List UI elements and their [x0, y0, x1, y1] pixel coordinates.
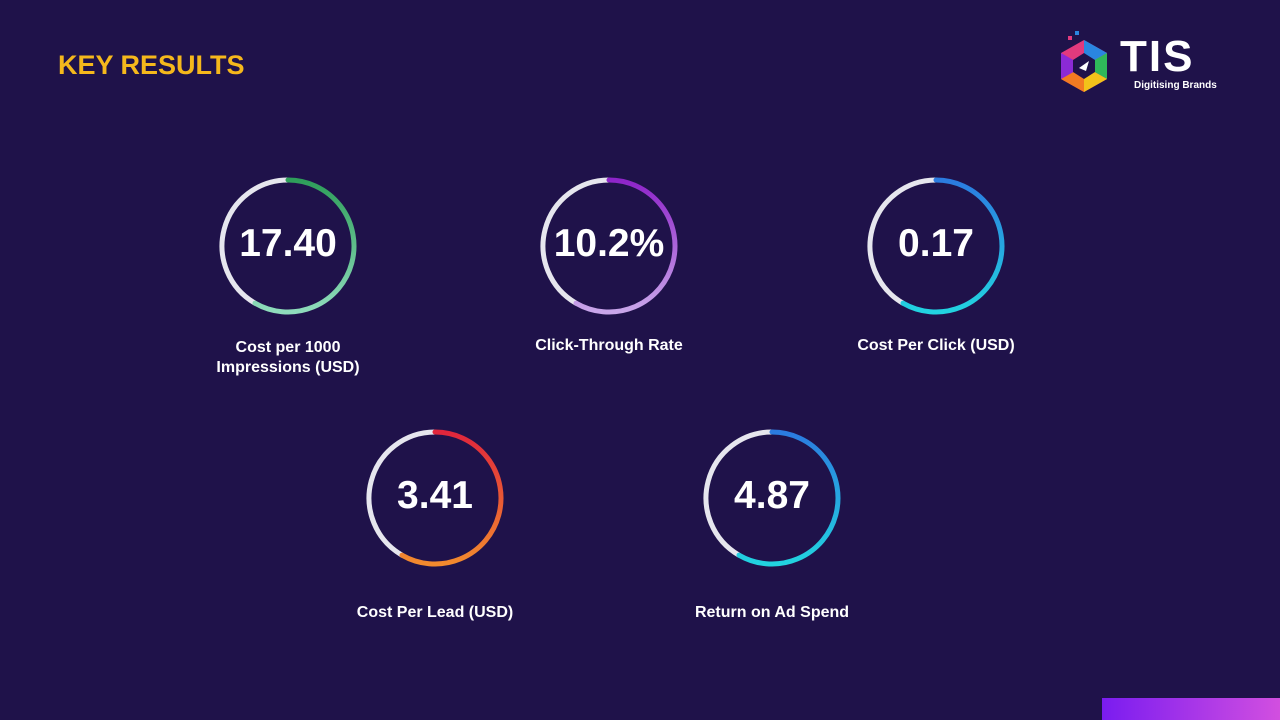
ring-track: [703, 429, 775, 558]
logo-tagline: Digitising Brands: [1134, 80, 1217, 91]
ring-track: [867, 177, 939, 306]
corner-bar: [1102, 698, 1280, 720]
metric-value: 17.40: [239, 222, 337, 265]
ring-track: [219, 177, 291, 306]
ring-arc: [399, 429, 504, 567]
metric-label: Cost Per Click (USD): [857, 337, 1015, 354]
ring-arc: [252, 177, 357, 315]
logo-name: TIS: [1120, 32, 1195, 81]
ring-arc: [736, 429, 841, 567]
ring-track: [540, 177, 612, 306]
metric-label: Return on Ad Spend: [694, 604, 850, 621]
metric-value: 0.17: [898, 222, 974, 265]
metric-value: 10.2%: [553, 222, 665, 265]
metric-label: Cost Per Lead (USD): [356, 604, 514, 621]
slide-title: KEY RESULTS: [58, 50, 245, 80]
ring-track: [366, 429, 438, 558]
metric-label: Click-Through Rate: [535, 337, 683, 354]
ring-arc: [900, 177, 1005, 315]
logo-icon: [1061, 31, 1107, 92]
metric-value: 4.87: [734, 474, 810, 517]
ring-arc: [573, 177, 678, 315]
metric-value: 3.41: [397, 474, 473, 517]
metric-label: Cost per 1000 Impressions (USD): [216, 339, 360, 376]
